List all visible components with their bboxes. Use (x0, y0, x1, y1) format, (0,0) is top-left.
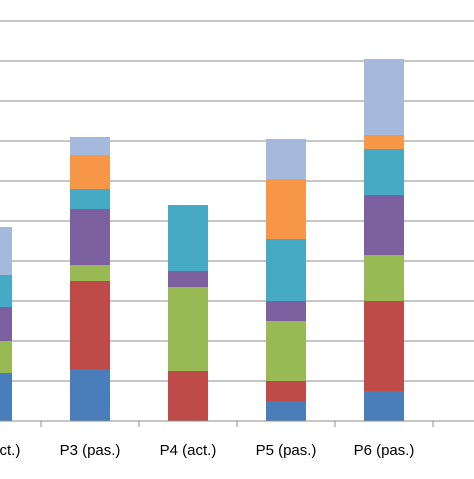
bar-stack (70, 137, 110, 421)
bar-segment (0, 227, 12, 275)
bar-segment (266, 381, 306, 401)
x-tick-label: P3 (pas.) (60, 442, 121, 459)
bar-segment (168, 271, 208, 287)
bar-segment (364, 149, 404, 195)
bar-segment (0, 307, 12, 341)
bar-segment (70, 265, 110, 281)
bar-segment (364, 255, 404, 301)
bar-segment (364, 301, 404, 391)
bar-segment (0, 341, 12, 373)
bar-segment (266, 321, 306, 381)
bar-stack (0, 227, 12, 421)
bar-stack (266, 139, 306, 421)
bar-segment (266, 401, 306, 421)
bar-segment (266, 301, 306, 321)
x-tick-label: P2 (act.) (0, 442, 20, 459)
bar-segment (70, 189, 110, 209)
x-tick-label: P4 (act.) (160, 442, 217, 459)
x-tick-labels: P2 (act.) P3 (pas.) P4 (act.) P5 (pas.) P6 (… (0, 442, 414, 459)
bar-segment (0, 373, 12, 421)
bar-segment (168, 371, 208, 421)
bar-segment (364, 135, 404, 149)
bar-segment (0, 275, 12, 307)
x-axis (0, 420, 474, 427)
bar-stack (168, 205, 208, 421)
bar-segment (364, 195, 404, 255)
bar-segment (168, 287, 208, 371)
bar-segment (364, 59, 404, 135)
bar-segment (70, 155, 110, 189)
bar-stack (364, 59, 404, 421)
bar-segment (70, 281, 110, 369)
bars (0, 59, 404, 421)
bar-segment (168, 205, 208, 271)
bar-segment (70, 137, 110, 155)
bar-segment (70, 369, 110, 421)
bar-segment (266, 179, 306, 239)
bar-segment (364, 391, 404, 421)
x-tick-label: P6 (pas.) (354, 442, 415, 459)
x-tick-label: P5 (pas.) (256, 442, 317, 459)
bar-segment (266, 139, 306, 179)
bar-segment (70, 209, 110, 265)
bar-segment (266, 239, 306, 301)
